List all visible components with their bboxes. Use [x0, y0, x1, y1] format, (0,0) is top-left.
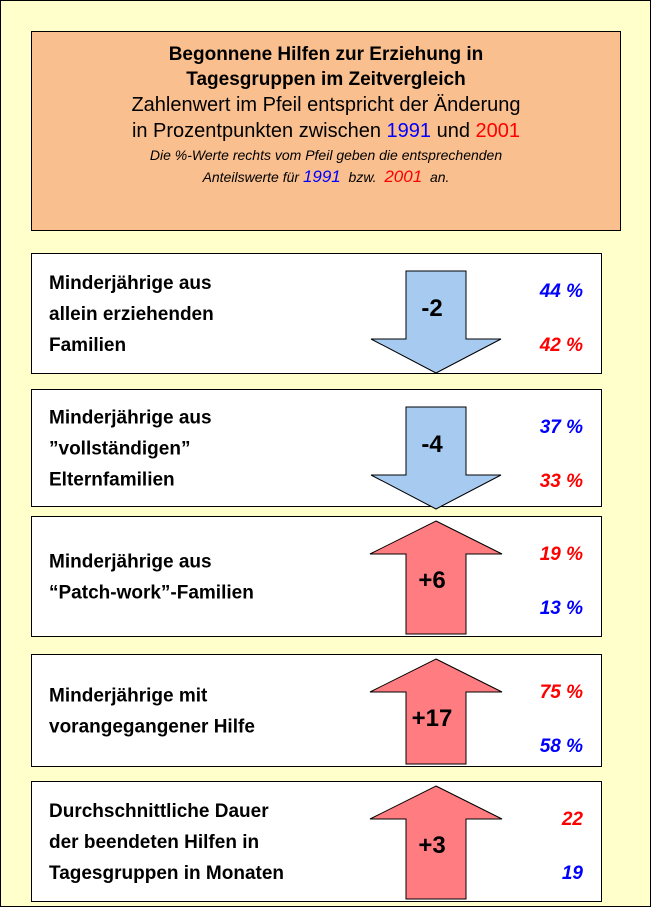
- arrow: [369, 785, 503, 900]
- value-bottom: 19: [562, 863, 584, 884]
- year: 2001: [475, 120, 521, 142]
- subtitle: in Prozentpunkten zwischen 1991 und 2001: [32, 118, 620, 144]
- header-box: Begonnene Hilfen zur Erziehung in Tagesg…: [31, 31, 621, 231]
- row-label: Minderjährige aus: [49, 273, 212, 294]
- value-bottom: 58 %: [540, 736, 583, 757]
- arrow: [369, 658, 503, 765]
- row-label: Elternfamilien: [49, 470, 175, 491]
- row-label: “Patch-work”-Familien: [49, 583, 254, 604]
- text: und: [436, 120, 470, 142]
- row-label: Durchschnittliche Dauer: [49, 801, 269, 822]
- arrow: [370, 406, 502, 510]
- text: bzw.: [348, 169, 377, 185]
- title-line: Tagesgruppen im Zeitvergleich: [186, 69, 466, 90]
- row-label: allein erziehenden: [49, 304, 214, 325]
- row-box: [31, 516, 602, 637]
- row-box: [31, 654, 602, 767]
- row-label: Minderjährige mit: [49, 686, 208, 707]
- value-top: 44 %: [539, 281, 583, 302]
- value-bottom: 33 %: [540, 471, 583, 492]
- change-value: +3: [418, 832, 445, 859]
- arrow: [369, 520, 503, 635]
- year: 1991: [302, 167, 341, 186]
- year: 1991: [386, 120, 432, 142]
- note: Anteilswerte für 1991 bzw. 2001 an.: [32, 166, 620, 188]
- row-label: vorangegangener Hilfe: [49, 717, 255, 738]
- change-value: -4: [421, 431, 443, 458]
- text: Anteilswerte für: [202, 169, 300, 185]
- note: Die %-Werte rechts vom Pfeil geben die e…: [149, 147, 503, 163]
- value-top: 37 %: [540, 417, 583, 438]
- change-value: +6: [418, 567, 445, 594]
- arrow: [370, 270, 502, 374]
- value-top: 22: [561, 809, 584, 830]
- change-value: +17: [412, 705, 453, 732]
- change-value: -2: [421, 295, 442, 322]
- value-bottom: 13 %: [540, 598, 583, 619]
- value-bottom: 42 %: [539, 335, 583, 356]
- row-label: Minderjährige aus: [49, 408, 212, 429]
- year: 2001: [384, 167, 423, 186]
- title-line: Begonnene Hilfen zur Erziehung in: [168, 44, 484, 65]
- text: an.: [429, 169, 450, 185]
- row-box: [31, 781, 602, 902]
- text: in Prozentpunkten zwischen: [131, 120, 381, 142]
- value-top: 75 %: [540, 682, 583, 703]
- row-box: [31, 389, 602, 507]
- row-label: Tagesgruppen in Monaten: [49, 863, 284, 884]
- row-label: Familien: [49, 335, 126, 356]
- row-label: der beendeten Hilfen in: [49, 832, 259, 853]
- value-top: 19 %: [540, 544, 583, 565]
- subtitle: Zahlenwert im Pfeil entspricht der Änder…: [131, 94, 521, 116]
- row-label: ”vollständigen”: [49, 439, 190, 460]
- row-label: Minderjährige aus: [49, 552, 212, 573]
- row-box: [31, 253, 602, 374]
